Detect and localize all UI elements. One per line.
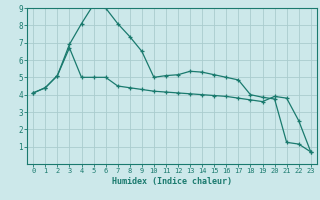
X-axis label: Humidex (Indice chaleur): Humidex (Indice chaleur) (112, 177, 232, 186)
